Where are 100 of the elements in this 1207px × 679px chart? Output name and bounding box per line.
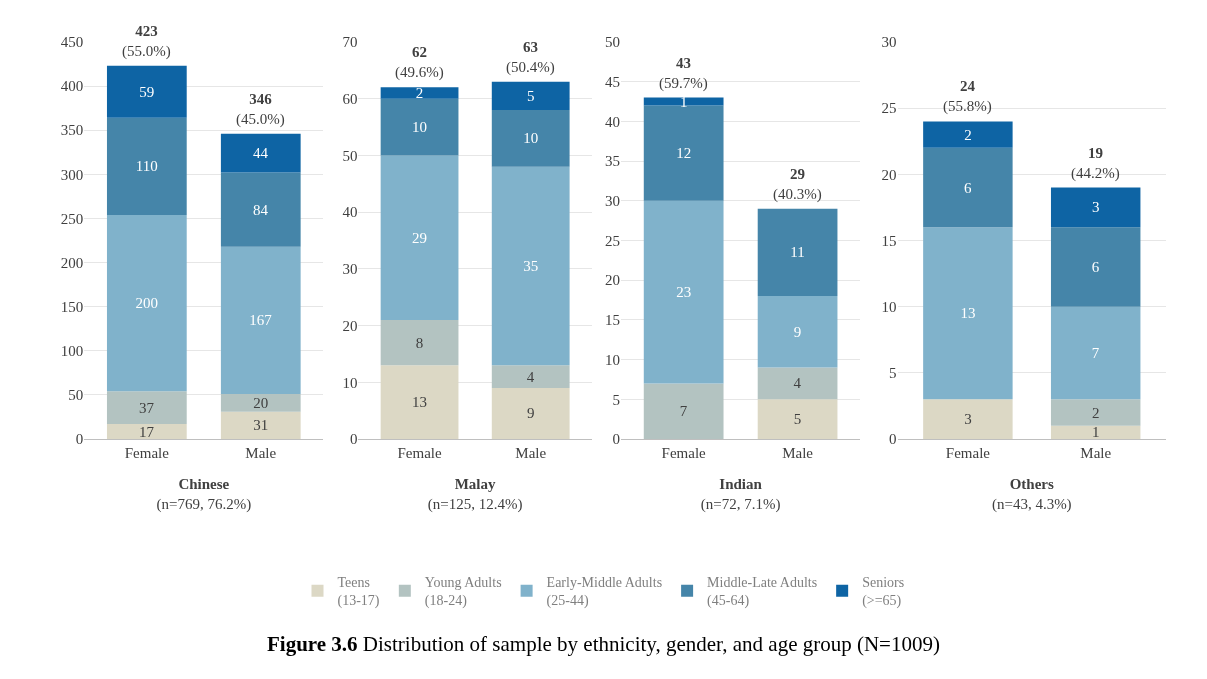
data-label: 5 (793, 411, 802, 428)
y-tick-label: 10 (605, 351, 621, 368)
bar (220, 133, 301, 173)
bar (106, 65, 187, 118)
bar (220, 172, 301, 247)
legend-label: Young Adults (18-24) (424, 575, 502, 610)
y-tick-label: 25 (881, 100, 897, 117)
bar (643, 105, 724, 201)
data-label: 9 (526, 405, 535, 422)
y-tick-label: 0 (889, 431, 897, 448)
data-label: 10 (412, 119, 428, 136)
y-tick-label: 400 (60, 78, 84, 95)
total-label: 19 (44.2%) (1071, 145, 1120, 182)
bar (220, 411, 301, 439)
bar (923, 147, 1013, 228)
bar (491, 387, 570, 439)
x-tick-label: Female (124, 445, 170, 461)
data-label: 84 (253, 201, 269, 218)
total-label: 346 (45.0%) (236, 91, 285, 128)
y-tick-label: 20 (342, 317, 358, 334)
data-label: 6 (1091, 258, 1100, 275)
data-label: 37 (139, 399, 155, 416)
bar (380, 319, 459, 366)
bar (106, 214, 187, 392)
y-tick-label: 10 (881, 298, 897, 315)
y-tick-label: 70 (342, 34, 358, 51)
data-label: 2 (415, 85, 424, 102)
y-tick-label: 5 (612, 391, 621, 408)
y-tick-label: 30 (342, 261, 358, 278)
total-label: 63 (50.4%) (506, 39, 555, 76)
x-tick-label: Female (945, 445, 991, 461)
bar (106, 117, 187, 215)
y-tick-label: 35 (605, 153, 621, 170)
y-tick-label: 50 (605, 34, 621, 51)
bar (1050, 399, 1141, 426)
bar (491, 166, 570, 366)
y-tick-label: 0 (349, 431, 358, 448)
bar (380, 87, 459, 99)
bar (491, 81, 570, 111)
x-tick-label: Female (397, 445, 442, 461)
data-label: 2 (1091, 404, 1100, 421)
bar (643, 97, 724, 106)
data-label: 13 (960, 305, 976, 322)
data-label: 31 (253, 417, 269, 434)
data-label: 7 (679, 403, 688, 420)
data-label: 59 (139, 83, 155, 100)
bar (491, 365, 570, 388)
y-tick-label: 45 (605, 73, 621, 90)
bar (380, 365, 459, 439)
bar (1050, 227, 1141, 307)
bar (220, 394, 301, 412)
y-tick-label: 25 (605, 232, 621, 249)
bar (491, 110, 570, 167)
bar (757, 399, 838, 439)
data-label: 6 (963, 179, 972, 196)
bar (1050, 425, 1141, 439)
legend-label: Teens (13-17) (337, 575, 380, 610)
data-label: 4 (793, 375, 802, 392)
y-tick-label: 150 (60, 298, 84, 315)
x-tick-label: Male (245, 445, 277, 461)
bar (1050, 306, 1141, 400)
y-tick-label: 10 (342, 374, 358, 391)
data-label: 3 (964, 411, 972, 428)
y-tick-label: 5 (889, 365, 897, 382)
bar (923, 399, 1013, 439)
caption: Figure 3.6 Distribution of sample by ethnicity, gender, and age group (N=1009) (267, 632, 940, 656)
data-label: 2 (964, 126, 972, 143)
y-tick-label: 0 (612, 431, 621, 448)
bar (643, 200, 724, 384)
x-tick-label: Female (661, 445, 707, 461)
y-tick-label: 0 (75, 431, 84, 448)
y-tick-label: 350 (60, 122, 84, 139)
bar (380, 155, 459, 320)
bar (757, 296, 838, 368)
bar (380, 98, 459, 156)
total-label: 43 (59.7%) (659, 55, 708, 92)
y-tick-label: 30 (605, 193, 621, 210)
data-label: 17 (139, 423, 155, 440)
bar (757, 208, 838, 297)
y-tick-label: 450 (60, 34, 84, 51)
data-label: 20 (253, 394, 269, 411)
data-label: 9 (793, 323, 802, 340)
data-label: 1 (679, 93, 688, 110)
x-tick-label: Male (515, 445, 547, 461)
data-label: 200 (135, 295, 159, 312)
data-label: 35 (523, 258, 539, 275)
data-label: 1 (1091, 424, 1100, 441)
bar (923, 121, 1013, 148)
x-tick-label: Male (782, 445, 814, 461)
total-label: 62 (49.6%) (395, 44, 444, 81)
y-tick-label: 200 (60, 254, 84, 271)
bar (106, 391, 187, 424)
x-axis-title: Chinese (n=769, 76.2%) (156, 476, 252, 513)
data-label: 8 (415, 334, 424, 351)
y-tick-label: 20 (881, 166, 897, 183)
data-label: 110 (135, 158, 158, 175)
data-label: 29 (412, 229, 428, 246)
data-label: 10 (523, 130, 539, 147)
total-label: 423 (55.0%) (122, 23, 171, 60)
data-label: 44 (253, 145, 269, 162)
